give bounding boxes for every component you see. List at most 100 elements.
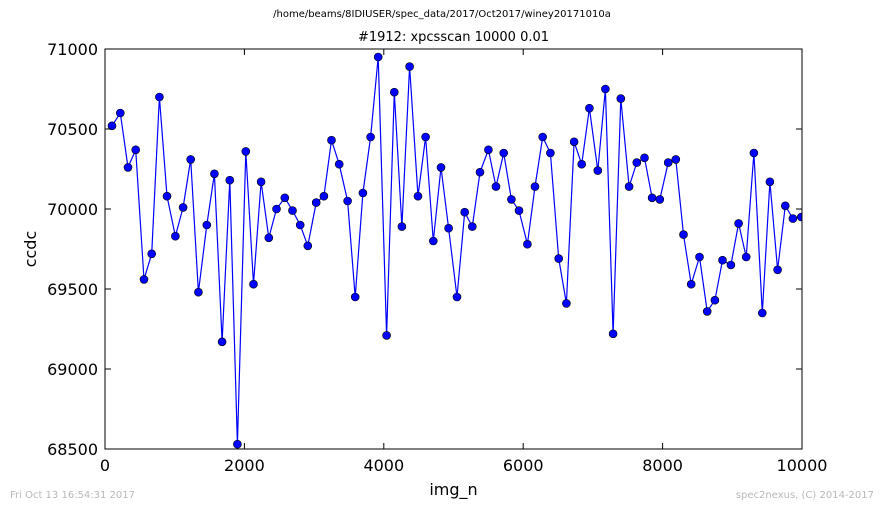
series-line bbox=[111, 56, 802, 445]
y-tick-label: 68500 bbox=[47, 440, 98, 459]
data-point bbox=[288, 206, 297, 215]
data-point bbox=[765, 177, 775, 187]
data-point bbox=[397, 222, 407, 231]
figure-suptitle: /home/beams/8IDIUSER/spec_data/2017/Oct2… bbox=[273, 9, 611, 20]
data-point bbox=[210, 169, 219, 179]
data-point bbox=[139, 275, 149, 284]
data-point bbox=[562, 299, 571, 308]
data-point bbox=[413, 191, 423, 201]
data-point bbox=[499, 148, 509, 158]
data-point bbox=[624, 182, 634, 191]
data-point bbox=[491, 182, 501, 191]
data-point bbox=[585, 103, 594, 113]
x-tick-label: 4000 bbox=[363, 456, 404, 475]
data-point bbox=[640, 153, 649, 163]
data-point bbox=[272, 204, 281, 214]
y-tick-label: 70000 bbox=[47, 200, 98, 219]
data-point bbox=[671, 155, 681, 164]
data-point bbox=[389, 87, 399, 97]
data-point bbox=[601, 84, 610, 94]
data-point bbox=[116, 108, 125, 118]
data-point bbox=[467, 222, 477, 231]
data-point bbox=[460, 207, 470, 217]
y-tick-label: 70500 bbox=[47, 120, 98, 139]
x-tick-label: 10000 bbox=[777, 456, 828, 475]
data-point bbox=[334, 159, 344, 169]
data-point bbox=[162, 191, 172, 201]
chart-title: #1912: xpcsscan 10000 0.01 bbox=[357, 30, 550, 45]
data-point bbox=[616, 94, 626, 103]
data-point bbox=[241, 147, 251, 156]
data-point bbox=[655, 195, 665, 204]
x-tick-label: 0 bbox=[100, 456, 110, 475]
y-axis-label: ccdc bbox=[21, 231, 40, 268]
y-tick-label: 69500 bbox=[47, 280, 98, 299]
data-point bbox=[475, 167, 485, 177]
data-point bbox=[530, 182, 540, 191]
data-point bbox=[569, 137, 579, 147]
data-point bbox=[194, 287, 203, 297]
data-point bbox=[421, 132, 430, 142]
x-axis-label: img_n bbox=[429, 480, 477, 500]
data-point bbox=[679, 230, 688, 239]
data-point bbox=[225, 175, 235, 185]
data-point bbox=[428, 236, 438, 246]
y-tick-label: 69000 bbox=[47, 360, 98, 379]
data-point bbox=[327, 135, 336, 145]
data-point bbox=[373, 52, 383, 62]
data-point bbox=[452, 292, 462, 302]
data-point bbox=[726, 260, 736, 270]
data-point bbox=[155, 92, 164, 102]
data-point bbox=[311, 198, 321, 207]
data-point bbox=[366, 132, 375, 142]
data-point bbox=[734, 219, 743, 228]
footer-timestamp: Fri Oct 13 16:54:31 2017 bbox=[10, 490, 136, 501]
data-point bbox=[749, 148, 759, 158]
data-point bbox=[147, 249, 156, 259]
plot-frame bbox=[104, 48, 803, 450]
data-point bbox=[702, 307, 712, 316]
y-tick-label: 71000 bbox=[47, 40, 98, 59]
data-point bbox=[280, 193, 290, 203]
data-point bbox=[608, 329, 618, 339]
data-point bbox=[444, 223, 453, 233]
data-point bbox=[773, 265, 782, 275]
data-point bbox=[256, 177, 266, 187]
data-point bbox=[593, 166, 603, 175]
data-point bbox=[186, 155, 195, 164]
data-point bbox=[178, 203, 188, 212]
data-point bbox=[343, 196, 352, 206]
data-point bbox=[436, 163, 446, 172]
data-point bbox=[686, 279, 696, 289]
data-point bbox=[718, 255, 727, 265]
data-point bbox=[546, 148, 555, 158]
data-point bbox=[514, 206, 524, 215]
data-point bbox=[484, 145, 493, 155]
data-point bbox=[554, 254, 564, 263]
data-point bbox=[202, 220, 212, 230]
x-tick-label: 6000 bbox=[503, 456, 544, 475]
data-point bbox=[295, 220, 305, 230]
data-point bbox=[405, 62, 414, 71]
data-point bbox=[577, 159, 587, 169]
data-point bbox=[171, 231, 180, 241]
data-point bbox=[131, 145, 140, 155]
data-point bbox=[757, 308, 767, 318]
data-point bbox=[538, 132, 548, 142]
data-point bbox=[303, 241, 313, 251]
data-point bbox=[797, 212, 802, 222]
data-point bbox=[217, 337, 227, 347]
footer-credit: spec2nexus, (C) 2014-2017 bbox=[735, 490, 874, 501]
x-tick-label: 8000 bbox=[642, 456, 683, 475]
data-point bbox=[523, 239, 532, 249]
data-point bbox=[647, 193, 657, 203]
data-point bbox=[663, 158, 673, 167]
data-point bbox=[632, 158, 642, 167]
data-point bbox=[319, 191, 329, 201]
data-point bbox=[780, 201, 790, 211]
data-point bbox=[358, 188, 368, 198]
data-point bbox=[695, 252, 704, 262]
data-point bbox=[350, 292, 360, 302]
data-point bbox=[382, 331, 391, 340]
